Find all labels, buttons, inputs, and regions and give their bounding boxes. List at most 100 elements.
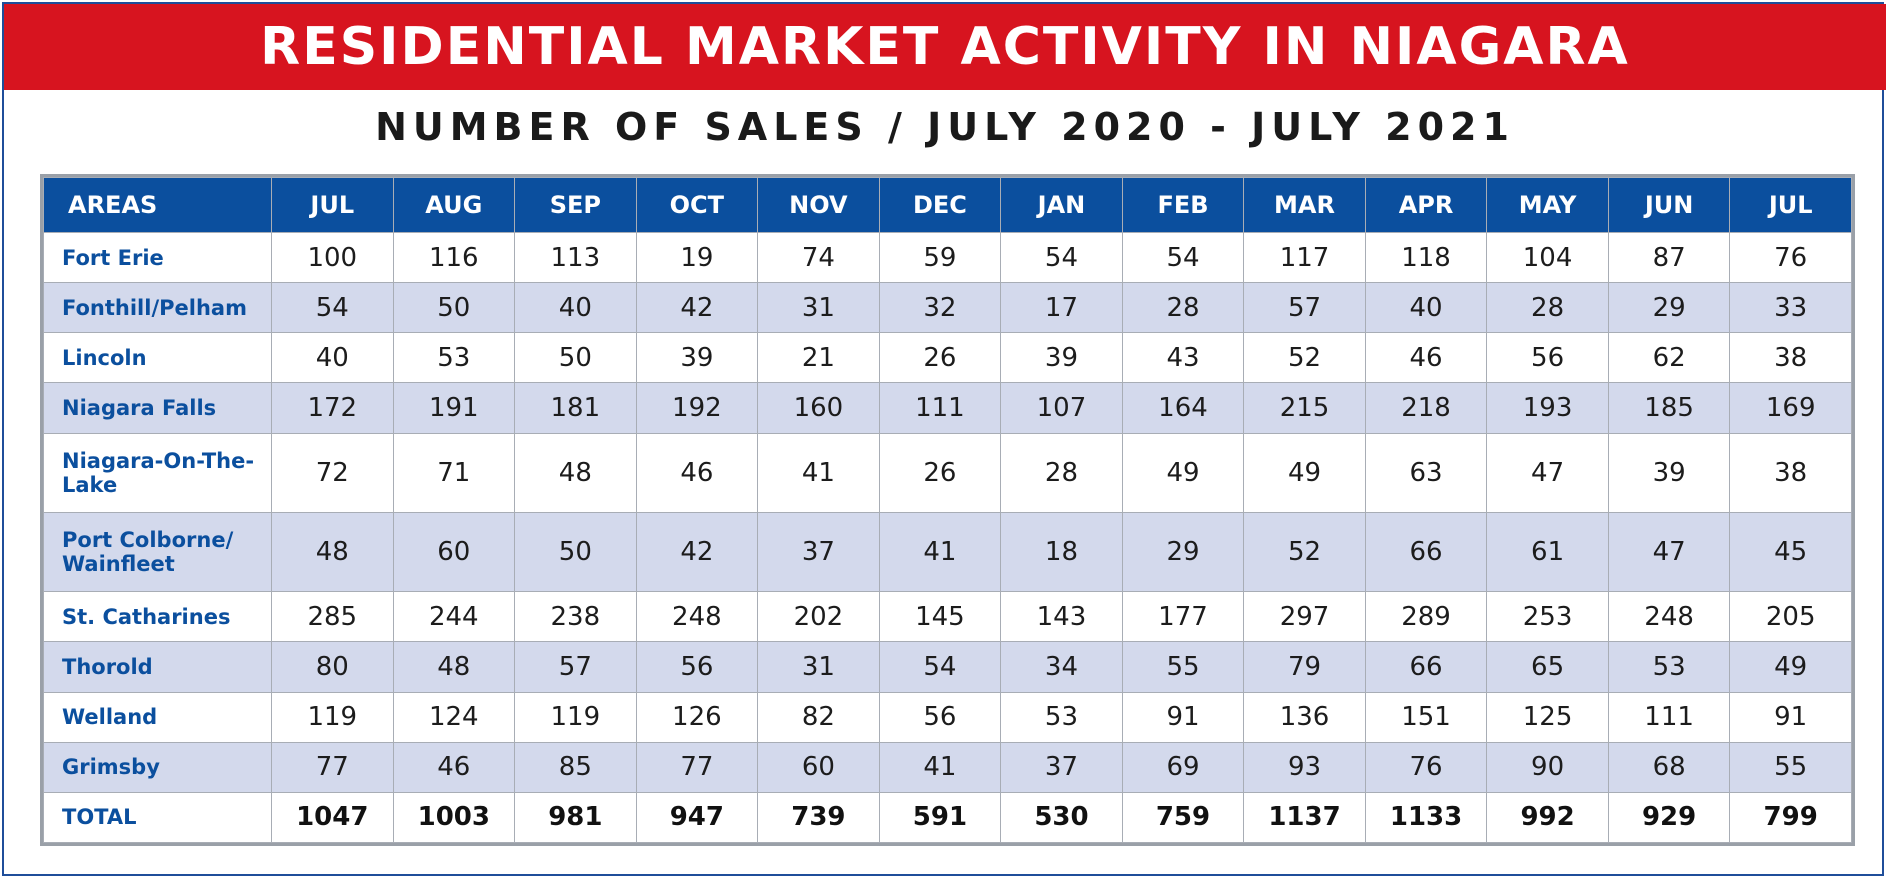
sales-value: 215 <box>1243 382 1366 434</box>
sales-value: 111 <box>1607 691 1731 743</box>
area-name: Fonthill/Pelham <box>43 282 272 334</box>
total-value: 799 <box>1729 791 1852 844</box>
sales-value: 47 <box>1486 432 1609 513</box>
table-row: Port Colborne/ Wainfleet 48 60 50 42 37 41 18 29… <box>43 511 1852 593</box>
sales-value: 31 <box>757 282 880 334</box>
table-row: Fonthill/Pelham 54 50 40 42 31 32 17 28 57 40 28 29 3… <box>43 282 1852 334</box>
sales-value: 41 <box>878 511 1002 593</box>
sales-value: 87 <box>1607 231 1731 284</box>
sales-value: 52 <box>1243 511 1366 593</box>
sales-value: 37 <box>757 511 880 593</box>
sales-value: 151 <box>1364 691 1488 743</box>
column-header-oct-3: OCT <box>635 177 759 233</box>
sales-value: 289 <box>1364 591 1488 643</box>
sales-value: 68 <box>1607 741 1731 793</box>
column-header-jul-0: JUL <box>271 177 394 233</box>
sales-value: 61 <box>1486 511 1609 593</box>
column-header-dec-5: DEC <box>878 177 1002 233</box>
sales-value: 116 <box>392 231 516 284</box>
sales-value: 65 <box>1486 641 1609 693</box>
sales-value: 192 <box>635 382 759 434</box>
sales-value: 46 <box>635 432 759 513</box>
sales-value: 46 <box>392 741 516 793</box>
column-header-nov-4: NOV <box>757 177 880 233</box>
sales-value: 79 <box>1243 641 1366 693</box>
column-header-sep-2: SEP <box>514 177 637 233</box>
sales-value: 124 <box>392 691 516 743</box>
sales-value: 160 <box>757 382 880 434</box>
sales-value: 74 <box>757 231 880 284</box>
sales-value: 29 <box>1121 511 1245 593</box>
sales-value: 117 <box>1243 231 1366 284</box>
sales-value: 39 <box>1607 432 1731 513</box>
sales-value: 244 <box>392 591 516 643</box>
sales-value: 172 <box>271 382 394 434</box>
sales-value: 202 <box>757 591 880 643</box>
sales-value: 47 <box>1607 511 1731 593</box>
total-label: TOTAL <box>43 791 272 844</box>
sales-value: 126 <box>635 691 759 743</box>
sales-value: 66 <box>1364 641 1488 693</box>
column-header-aug-1: AUG <box>392 177 516 233</box>
sales-value: 82 <box>757 691 880 743</box>
sales-value: 297 <box>1243 591 1366 643</box>
area-name: Lincoln <box>43 332 272 384</box>
sales-value: 29 <box>1607 282 1731 334</box>
sales-value: 26 <box>878 432 1002 513</box>
area-name: Niagara Falls <box>43 382 272 434</box>
sales-value: 54 <box>878 641 1002 693</box>
sales-value: 56 <box>1486 332 1609 384</box>
table-row: Fort Erie 100 116 113 19 74 59 54 54 117 118 104 87 7… <box>43 231 1852 284</box>
table-row: St. Catharines 285 244 238 248 202 145 143 177 29… <box>43 591 1852 643</box>
sales-value: 49 <box>1729 641 1852 693</box>
sales-value: 91 <box>1729 691 1852 743</box>
sales-value: 49 <box>1243 432 1366 513</box>
sales-value: 218 <box>1364 382 1488 434</box>
sales-value: 76 <box>1364 741 1488 793</box>
sales-value: 57 <box>514 641 637 693</box>
sales-value: 60 <box>757 741 880 793</box>
sales-value: 43 <box>1121 332 1245 384</box>
table-row: Welland 119 124 119 126 82 56 53 91 136 151 125 111 9… <box>43 691 1852 743</box>
sales-value: 248 <box>635 591 759 643</box>
sales-value: 177 <box>1121 591 1245 643</box>
sales-value: 181 <box>514 382 637 434</box>
sales-value: 104 <box>1486 231 1609 284</box>
sales-value: 40 <box>514 282 637 334</box>
sales-value: 71 <box>392 432 516 513</box>
sales-value: 119 <box>514 691 637 743</box>
sales-value: 113 <box>514 231 637 284</box>
sales-value: 48 <box>392 641 516 693</box>
sales-value: 77 <box>635 741 759 793</box>
sales-value: 60 <box>392 511 516 593</box>
total-value: 981 <box>514 791 637 844</box>
sales-value: 59 <box>878 231 1002 284</box>
sales-value: 93 <box>1243 741 1366 793</box>
column-header-jun-11: JUN <box>1607 177 1731 233</box>
sales-value: 54 <box>1000 231 1123 284</box>
table-header-row: AREAS JUL AUG SEP OCT NOV DEC JAN FEB MAR APR MAY J… <box>43 177 1852 233</box>
total-value: 992 <box>1486 791 1609 844</box>
sales-value: 85 <box>514 741 637 793</box>
total-value: 929 <box>1607 791 1731 844</box>
sales-value: 55 <box>1121 641 1245 693</box>
sales-value: 40 <box>271 332 394 384</box>
sales-value: 53 <box>392 332 516 384</box>
sales-value: 50 <box>392 282 516 334</box>
sales-value: 145 <box>878 591 1002 643</box>
column-header-areas: AREAS <box>43 177 272 233</box>
sales-value: 80 <box>271 641 394 693</box>
total-value: 1133 <box>1364 791 1488 844</box>
sales-value: 46 <box>1364 332 1488 384</box>
sales-value: 164 <box>1121 382 1245 434</box>
sales-value: 34 <box>1000 641 1123 693</box>
sales-value: 37 <box>1000 741 1123 793</box>
area-name: Fort Erie <box>43 231 272 284</box>
table-row: Grimsby 77 46 85 77 60 41 37 69 93 76 90 68 55 <box>43 741 1852 793</box>
sales-value: 53 <box>1000 691 1123 743</box>
sales-value: 76 <box>1729 231 1852 284</box>
sales-value: 193 <box>1486 382 1609 434</box>
sales-value: 90 <box>1486 741 1609 793</box>
sales-value: 77 <box>271 741 394 793</box>
sales-value: 40 <box>1364 282 1488 334</box>
